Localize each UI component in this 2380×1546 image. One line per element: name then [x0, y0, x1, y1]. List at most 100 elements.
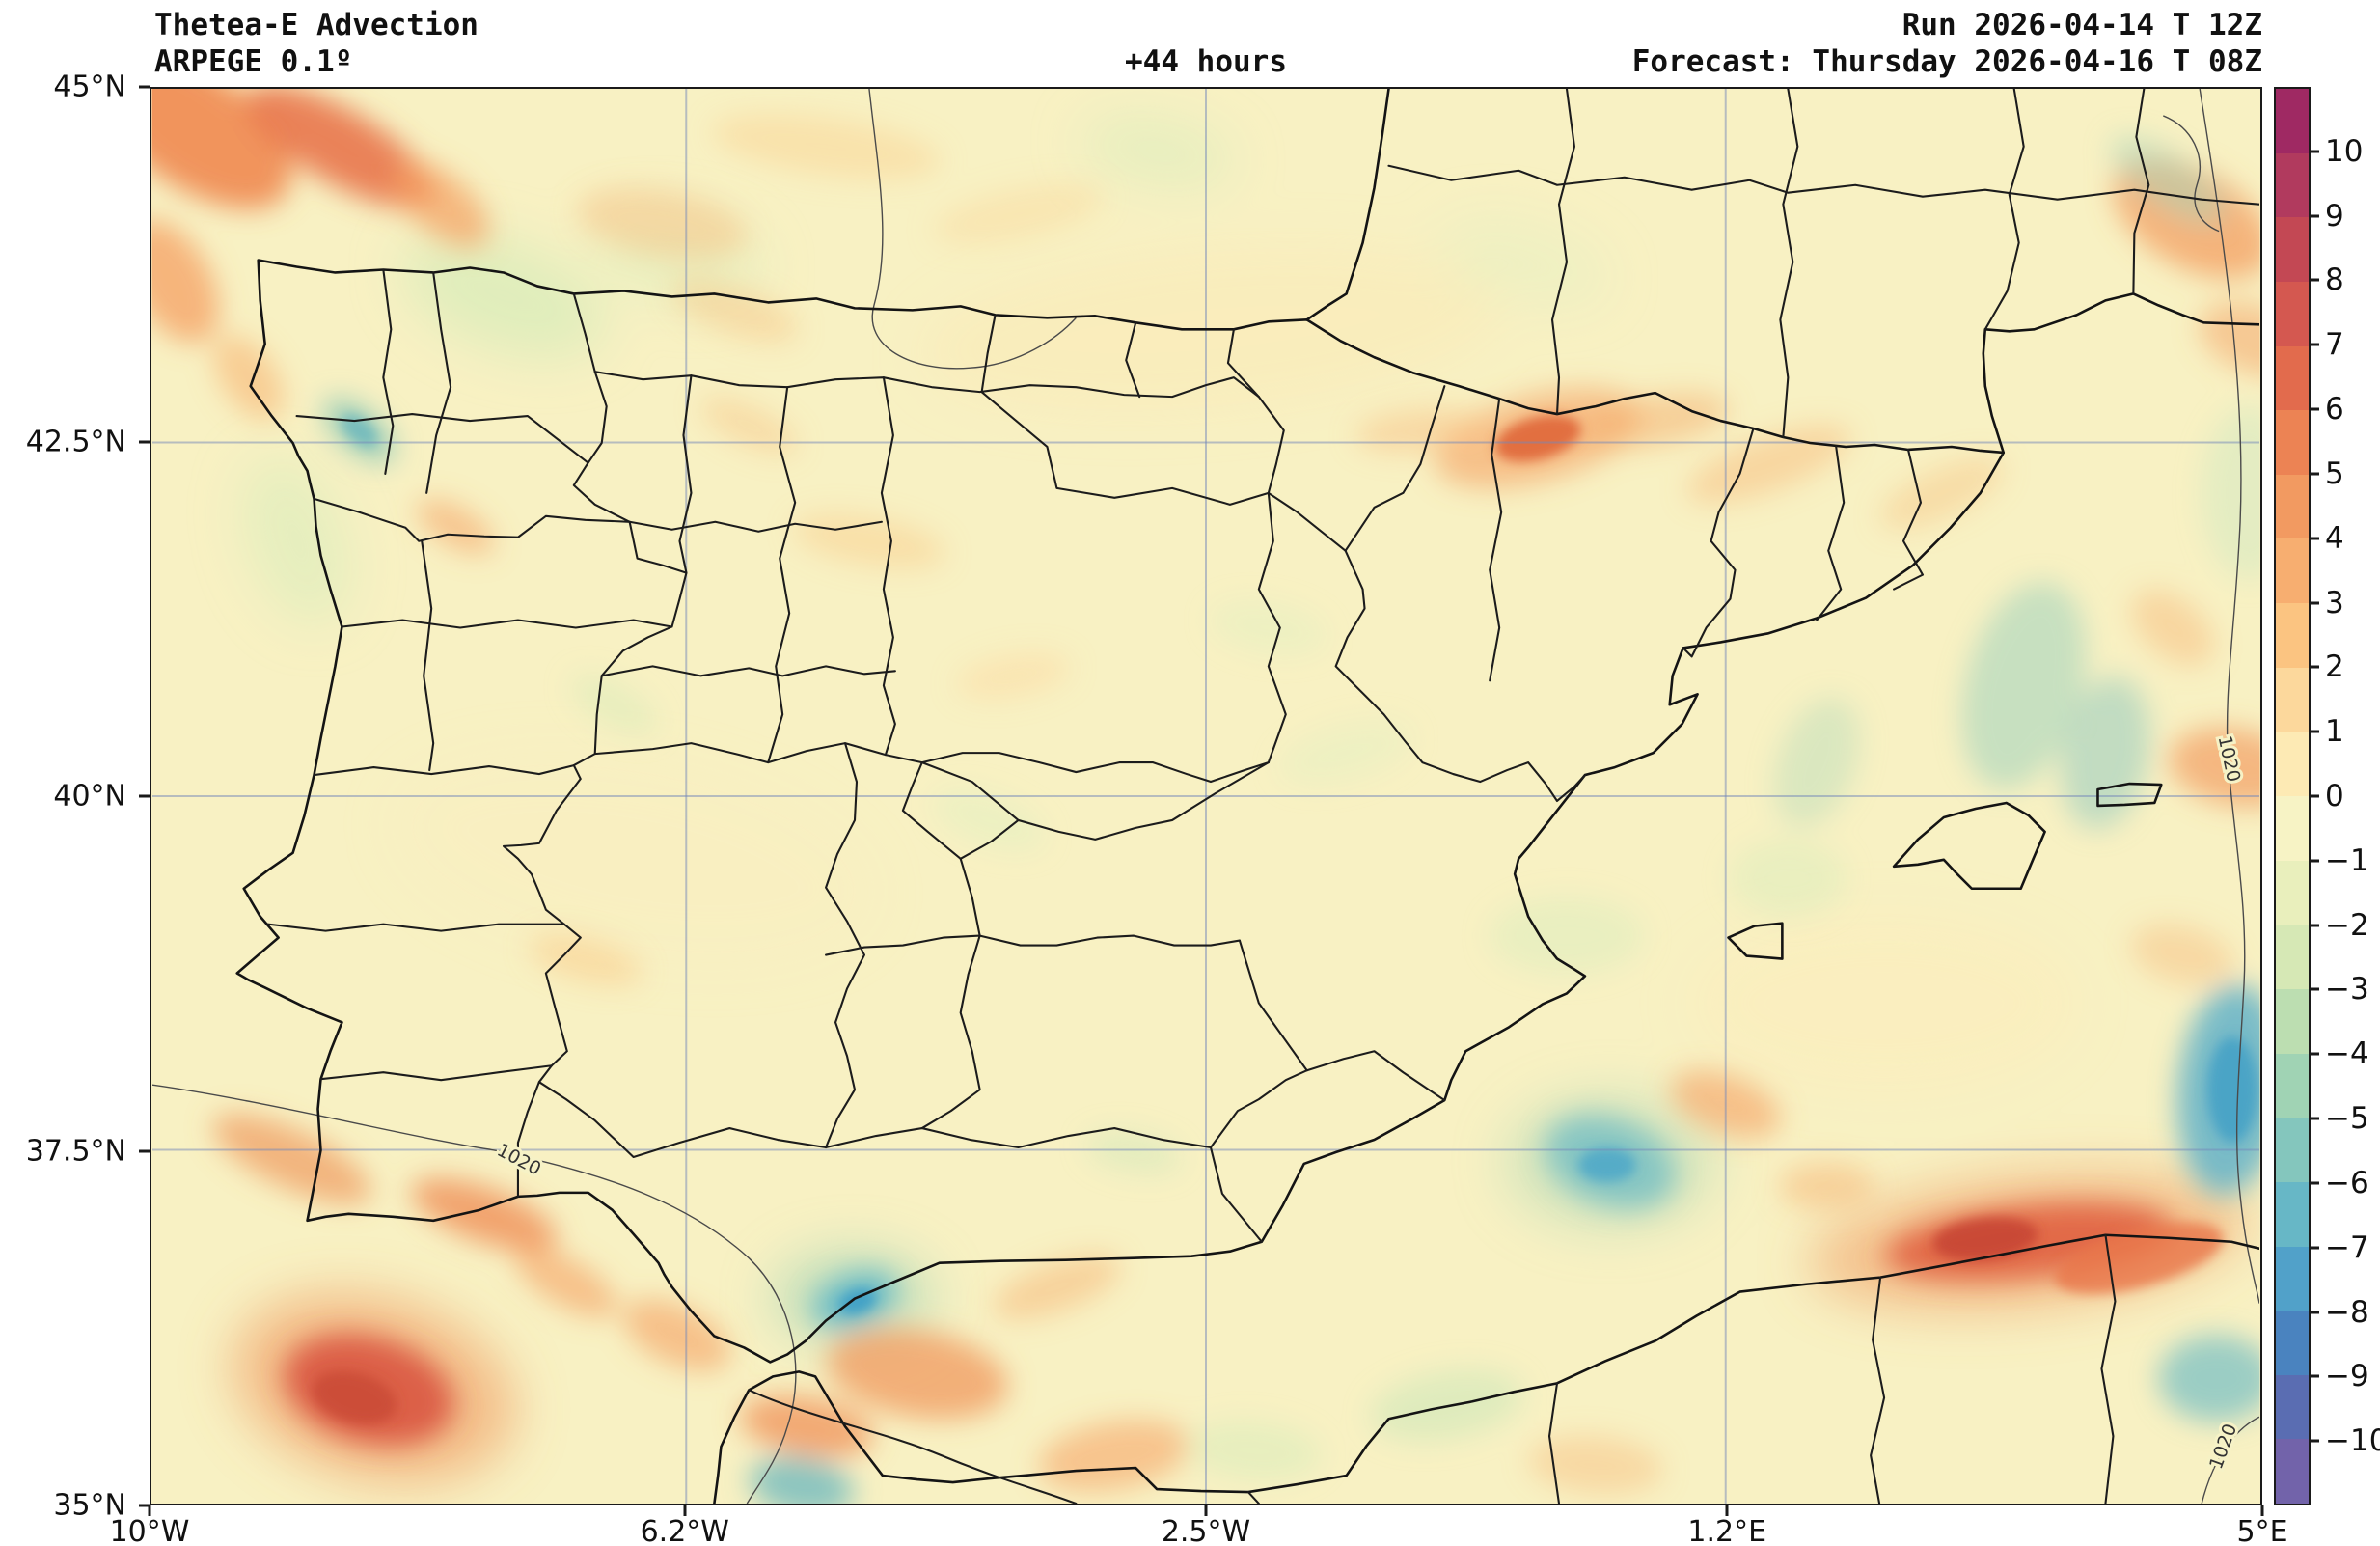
- x-tick-mark: [148, 1505, 151, 1516]
- colorbar-tick-label: −2: [2325, 907, 2369, 943]
- y-axis-tick-marks: [139, 85, 150, 1507]
- colorbar-tick-label: −1: [2325, 842, 2369, 878]
- colorbar-tick-mark: [2311, 472, 2319, 476]
- colorbar-tick-label: 1: [2325, 714, 2344, 750]
- colorbar-segment: [2276, 217, 2309, 282]
- y-axis-tick-labels: 45°N 42.5°N 40°N 37.5°N 35°N: [0, 70, 136, 1523]
- colorbar-tick-label: 7: [2325, 327, 2344, 363]
- colorbar-tick-labels: 10 9 8 7 6 5 4 3 2 1 0 −1 −2 −3 −4 −5 −6 −7 −8 −9 −10: [2325, 87, 2380, 1505]
- colorbar-tick-mark: [2311, 601, 2319, 605]
- y-tick-mark: [139, 85, 150, 89]
- colorbar-segment: [2276, 1374, 2309, 1440]
- colorbar-tick-mark: [2311, 537, 2319, 540]
- x-tick-label: 5°E: [2236, 1515, 2288, 1546]
- x-axis-tick-marks: [148, 1505, 2264, 1516]
- colorbar-tick-mark: [2311, 924, 2319, 927]
- island-menorca: [2096, 782, 2163, 808]
- colorbar-tick-mark: [2311, 1052, 2319, 1056]
- y-tick-mark: [139, 1149, 150, 1152]
- colorbar-tick-label: 9: [2325, 198, 2344, 234]
- colorbar-tick-mark: [2311, 278, 2319, 282]
- lead-time-label: +44 hours: [1125, 44, 1287, 79]
- y-tick-mark: [139, 1504, 150, 1507]
- colorbar-segment: [2276, 345, 2309, 411]
- colorbar-tick-mark: [2311, 1117, 2319, 1120]
- colorbar-tick-label: −7: [2325, 1229, 2369, 1265]
- y-tick-label: 42.5°N: [25, 425, 126, 458]
- colorbar-tick-mark: [2311, 665, 2319, 669]
- y-tick-mark: [139, 440, 150, 443]
- map-svg: 1020 1020 1020: [151, 89, 2260, 1504]
- coastline-iberia: [235, 259, 2006, 1364]
- colorbar-tick-label: 3: [2325, 585, 2344, 621]
- colorbar-segment: [2276, 1053, 2309, 1118]
- colorbar-segment: [2276, 1118, 2309, 1182]
- x-tick-label: 2.5°W: [1161, 1515, 1251, 1546]
- colorbar-segment: [2276, 410, 2309, 475]
- colorbar-tick-label: −3: [2325, 972, 2369, 1008]
- colorbar-tick-label: 8: [2325, 262, 2344, 298]
- coastline-north-africa: [713, 1233, 2260, 1504]
- field-blobs: [151, 89, 2260, 1504]
- colorbar-segment: [2276, 89, 2309, 153]
- colorbar-segment: [2276, 603, 2309, 668]
- isobar-contours: [151, 89, 2260, 1504]
- x-tick-mark: [2260, 1505, 2264, 1516]
- colorbar-tick-label: 0: [2325, 779, 2344, 814]
- colorbar-tick-mark: [2311, 730, 2319, 733]
- colorbar-segment: [2276, 474, 2309, 539]
- colorbar-tick-label: −5: [2325, 1101, 2369, 1137]
- colorbar-tick-label: 5: [2325, 456, 2344, 491]
- country-and-province-borders: [266, 89, 2260, 1504]
- colorbar-tick-mark: [2311, 859, 2319, 863]
- colorbar-tick-label: −8: [2325, 1294, 2369, 1330]
- colorbar-tick-mark: [2311, 1439, 2319, 1443]
- colorbar-segment: [2276, 281, 2309, 346]
- y-tick-label: 35°N: [53, 1488, 126, 1523]
- colorbar-tick-label: −4: [2325, 1036, 2369, 1072]
- model-label: ARPEGE 0.1º: [154, 44, 353, 79]
- colorbar-tick-mark: [2311, 343, 2319, 346]
- x-tick-mark: [683, 1505, 687, 1516]
- colorbar-tick-mark: [2311, 407, 2319, 411]
- field-cores: [312, 414, 2258, 1424]
- colorbar: [2274, 87, 2311, 1505]
- x-axis-tick-labels: 10°W 6.2°W 2.5°W 1.2°E 5°E: [110, 1515, 2288, 1546]
- colorbar-segment: [2276, 925, 2309, 989]
- colorbar-tick-marks: [2311, 87, 2319, 1505]
- border-portugal-spain: [313, 497, 688, 1198]
- coastlines: [235, 89, 2260, 1504]
- forecast-datetime-label: Forecast: Thursday 2026-04-16 T 08Z: [1631, 44, 2262, 79]
- x-tick-label: 6.2°W: [640, 1515, 729, 1546]
- colorbar-segment: [2276, 152, 2309, 218]
- colorbar-tick-mark: [2311, 987, 2319, 991]
- run-datetime-label: Run 2026-04-14 T 12Z: [1901, 8, 2262, 42]
- colorbar-tick-label: −10: [2325, 1423, 2380, 1459]
- coastline-france-atlantic: [1305, 89, 1390, 321]
- colorbar-tick-label: 2: [2325, 649, 2344, 685]
- island-mallorca: [1892, 801, 2046, 891]
- colorbar-tick-mark: [2311, 150, 2319, 153]
- y-tick-label: 40°N: [53, 779, 126, 814]
- colorbar-tick-mark: [2311, 794, 2319, 798]
- colorbar-tick-mark: [2311, 1311, 2319, 1314]
- map-plot-area: 1020 1020 1020: [150, 87, 2262, 1505]
- colorbar-segment: [2276, 732, 2309, 797]
- colorbar-segment: [2276, 1246, 2309, 1311]
- colorbar-tick-mark: [2311, 1246, 2319, 1250]
- colorbar-tick-label: 4: [2325, 520, 2344, 556]
- colorbar-segment: [2276, 667, 2309, 732]
- colorbar-segment: [2276, 860, 2309, 925]
- advection-field-blobs: [151, 89, 2260, 1504]
- colorbar-segment: [2276, 988, 2309, 1054]
- x-tick-label: 10°W: [109, 1515, 190, 1546]
- colorbar-tick-mark: [2311, 1181, 2319, 1185]
- colorbar-tick-label: 10: [2325, 133, 2364, 169]
- colorbar-tick-label: −9: [2325, 1359, 2369, 1394]
- colorbar-tick-mark: [2311, 214, 2319, 218]
- y-tick-label: 45°N: [53, 69, 126, 104]
- y-tick-label: 37.5°N: [25, 1134, 126, 1168]
- colorbar-segment: [2276, 1439, 2309, 1505]
- colorbar-segment: [2276, 1311, 2309, 1375]
